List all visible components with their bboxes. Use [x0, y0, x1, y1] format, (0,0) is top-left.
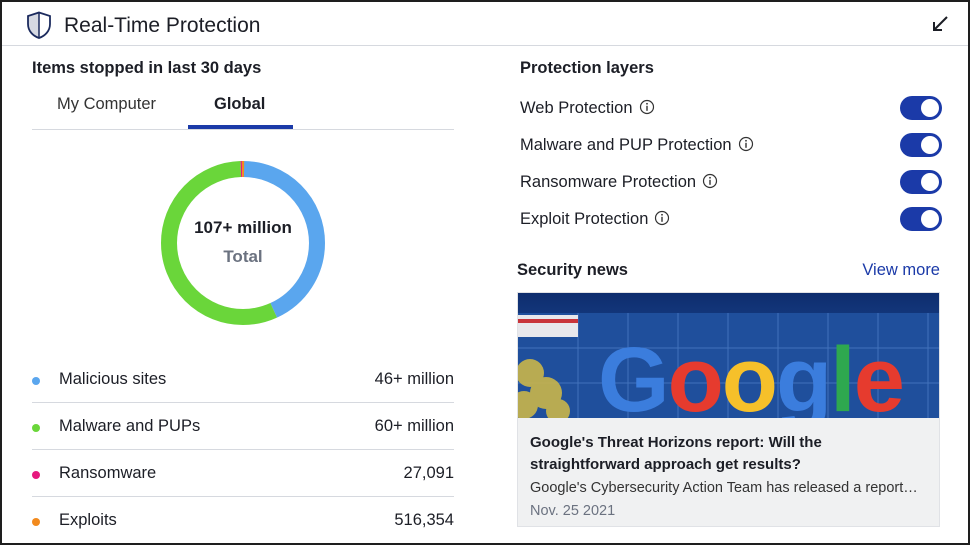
svg-text:Google: Google [598, 329, 903, 418]
layer-row-ransomware-protection: Ransomware Protection [520, 168, 942, 198]
stat-row-malware-pups: Malware and PUPs 60+ million [32, 403, 454, 450]
donut-total-number: 107+ million [194, 218, 292, 237]
web-protection-toggle[interactable] [900, 96, 942, 120]
legend-dot [32, 377, 40, 385]
legend-dot [32, 424, 40, 432]
news-article-card[interactable]: Google Google's Threat Horizons report: … [517, 292, 940, 527]
donut-slice-malware-and-pups [161, 161, 325, 325]
items-stopped-heading: Items stopped in last 30 days [32, 59, 262, 77]
stat-label: Malicious sites [59, 370, 167, 388]
info-icon[interactable] [738, 136, 754, 152]
info-icon[interactable] [702, 173, 718, 189]
stat-row-malicious-sites: Malicious sites 46+ million [32, 356, 454, 403]
donut-total-label: Total [223, 247, 263, 266]
news-article-image: Google [518, 293, 939, 418]
layer-row-malware-pup-protection: Malware and PUP Protection [520, 131, 942, 161]
tab-global[interactable]: Global [214, 95, 266, 113]
toggle-knob [921, 210, 939, 228]
stat-value: 27,091 [403, 464, 454, 482]
toggle-knob [921, 173, 939, 191]
tab-my-computer[interactable]: My Computer [57, 95, 157, 113]
layer-label: Web Protection [520, 99, 655, 118]
news-article-description: Google's Cybersecurity Action Team has r… [530, 480, 918, 496]
stat-value: 60+ million [374, 417, 454, 435]
collapse-arrow-icon[interactable] [930, 14, 950, 34]
info-icon[interactable] [639, 99, 655, 115]
page-title: Real-Time Protection [64, 14, 261, 37]
ransomware-protection-toggle[interactable] [900, 170, 942, 194]
stat-value: 46+ million [374, 370, 454, 388]
protection-layers-heading: Protection layers [520, 59, 654, 77]
items-stopped-donut-chart [161, 161, 325, 325]
news-article-date: Nov. 25 2021 [530, 503, 616, 519]
stat-label: Malware and PUPs [59, 417, 201, 435]
stat-row-ransomware: Ransomware 27,091 [32, 450, 454, 497]
toggle-knob [921, 136, 939, 154]
layer-label: Ransomware Protection [520, 173, 718, 192]
view-more-link[interactable]: View more [862, 261, 940, 279]
layer-label: Exploit Protection [520, 210, 670, 229]
scope-tabs: My Computer Global [32, 92, 454, 130]
security-news-heading: Security news [517, 261, 628, 279]
stat-value: 516,354 [394, 511, 454, 529]
donut-slice-exploits [161, 161, 325, 325]
toggle-knob [921, 99, 939, 117]
layer-row-exploit-protection: Exploit Protection [520, 205, 942, 235]
legend-dot [32, 471, 40, 479]
info-icon[interactable] [654, 210, 670, 226]
stat-label: Exploits [59, 511, 117, 529]
legend-dot [32, 518, 40, 526]
exploit-protection-toggle[interactable] [900, 207, 942, 231]
news-article-title[interactable]: Google's Threat Horizons report: Will th… [530, 434, 822, 473]
stat-label: Ransomware [59, 464, 157, 482]
malware-pup-protection-toggle[interactable] [900, 133, 942, 157]
active-tab-indicator [188, 125, 293, 129]
shield-icon [27, 11, 51, 39]
layer-label: Malware and PUP Protection [520, 136, 754, 155]
layer-row-web-protection: Web Protection [520, 94, 942, 124]
stat-row-exploits: Exploits 516,354 [32, 497, 454, 544]
window-header: Real-Time Protection [2, 2, 968, 46]
